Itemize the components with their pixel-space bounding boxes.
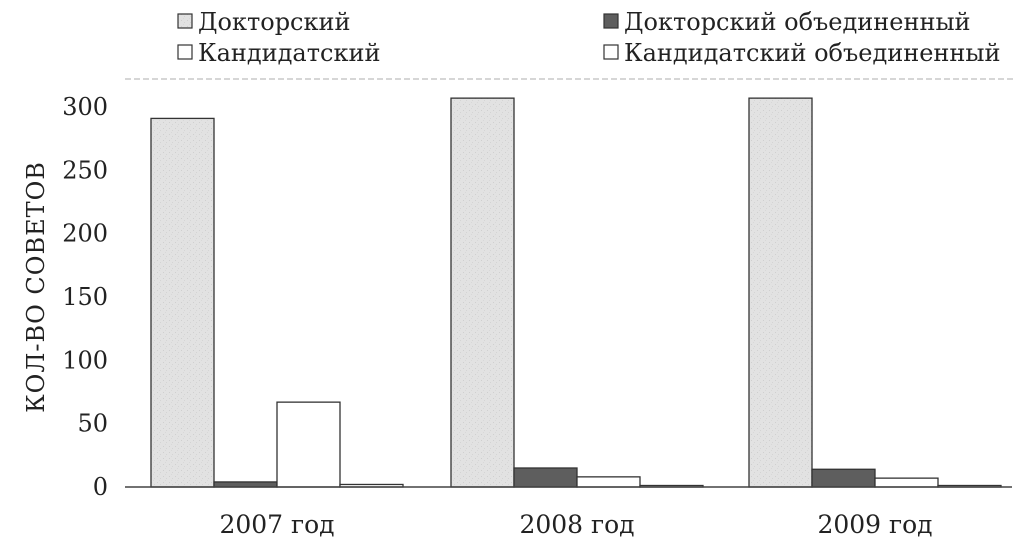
bar-doctoral-1	[150, 117, 215, 488]
bar-candidate-3	[874, 477, 939, 488]
bar-doctoral-3	[748, 97, 813, 488]
legend-label-doctoral-joint: Докторский объединенный	[624, 8, 971, 36]
legend-swatch-doctoral-joint	[603, 13, 619, 29]
bar-doctoral-joint-2	[513, 467, 578, 488]
x-category-label: 2008 год	[519, 510, 634, 537]
legend-swatch-candidate-joint	[603, 44, 619, 60]
bar-doctoral-joint-1	[213, 481, 278, 488]
y-axis-ticks: 0 50 100 150 200 250 300	[62, 93, 108, 501]
legend: Докторский Кандидатский Докторский объед…	[177, 8, 1001, 67]
x-category-label: 2007 год	[219, 510, 334, 537]
legend-label-candidate-joint: Кандидатский объединенный	[624, 39, 1001, 67]
y-tick-label: 250	[62, 156, 108, 184]
legend-label-doctoral: Докторский	[198, 8, 350, 36]
legend-swatch-candidate	[177, 44, 193, 60]
x-axis-labels: 2007 год 2008 год 2009 год	[219, 510, 932, 537]
legend-swatch-doctoral	[177, 13, 193, 29]
legend-label-candidate: Кандидатский	[198, 39, 380, 67]
y-tick-label: 200	[62, 220, 108, 248]
y-tick-label: 100	[62, 346, 108, 374]
bar-candidate-1	[276, 401, 341, 488]
y-tick-label: 150	[62, 283, 108, 311]
y-tick-label: 0	[93, 473, 108, 501]
y-tick-label: 50	[77, 410, 108, 438]
y-tick-label: 300	[62, 93, 108, 121]
y-axis-title: КОЛ-ВО СОВЕТОВ	[22, 161, 50, 413]
bar-doctoral-joint-3	[811, 468, 876, 488]
bars	[150, 97, 1002, 488]
x-category-label: 2009 год	[817, 510, 932, 537]
bar-doctoral-2	[450, 97, 515, 488]
bar-candidate-2	[576, 476, 641, 488]
